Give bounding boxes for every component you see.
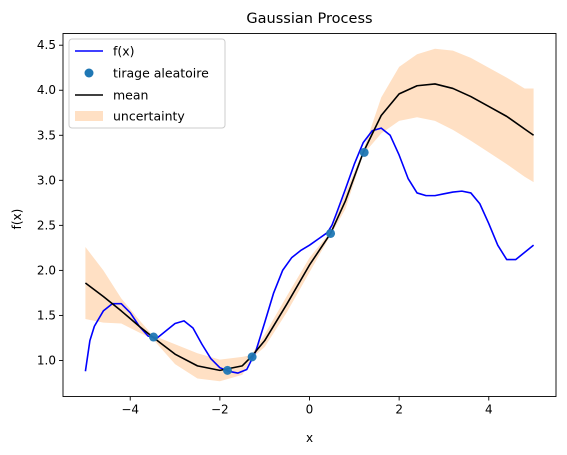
y-tick-label: 4.0 <box>37 83 56 97</box>
x-axis-label: x <box>306 431 313 445</box>
y-tick-label: 1.0 <box>37 353 56 367</box>
legend-swatch-tirage-aleatoire <box>84 68 94 78</box>
scatter-point-layer <box>149 147 369 375</box>
scatter-point <box>222 365 232 375</box>
y-tick-label: 1.5 <box>37 308 56 322</box>
legend-swatch-uncertainty <box>75 111 103 121</box>
y-axis-label: f(x) <box>10 209 24 230</box>
uncertainty-band <box>85 48 534 382</box>
legend: f(x) tirage aleatoire mean uncertainty <box>68 38 226 129</box>
scatter-point <box>149 332 159 342</box>
y-tick-label: 2.5 <box>37 218 56 232</box>
y-tick-label: 3.0 <box>37 173 56 187</box>
uncertainty-band-layer <box>85 48 534 382</box>
legend-label-tirage-aleatoire: tirage aleatoire <box>113 66 209 81</box>
x-tick-label: −4 <box>121 403 139 417</box>
x-tick-label: 4 <box>485 403 493 417</box>
legend-label-uncertainty: uncertainty <box>113 109 185 124</box>
y-tick-label: 3.5 <box>37 128 56 142</box>
chart-title: Gaussian Process <box>246 11 372 27</box>
legend-frame <box>68 38 226 129</box>
axis-tick-layer: −4 −2 0 2 4 1.0 1.5 2.0 2.5 3.0 3.5 4.0 4.5 <box>37 38 493 416</box>
scatter-point <box>326 228 336 238</box>
x-tick-label: 0 <box>306 403 314 417</box>
legend-label-fx: f(x) <box>113 44 135 59</box>
x-tick-label: 2 <box>395 403 403 417</box>
y-tick-label: 2.0 <box>37 263 56 277</box>
x-tick-label: −2 <box>211 403 229 417</box>
legend-label-mean: mean <box>113 88 148 103</box>
y-tick-label: 4.5 <box>37 38 56 52</box>
scatter-point <box>247 352 257 362</box>
scatter-point <box>359 147 369 157</box>
